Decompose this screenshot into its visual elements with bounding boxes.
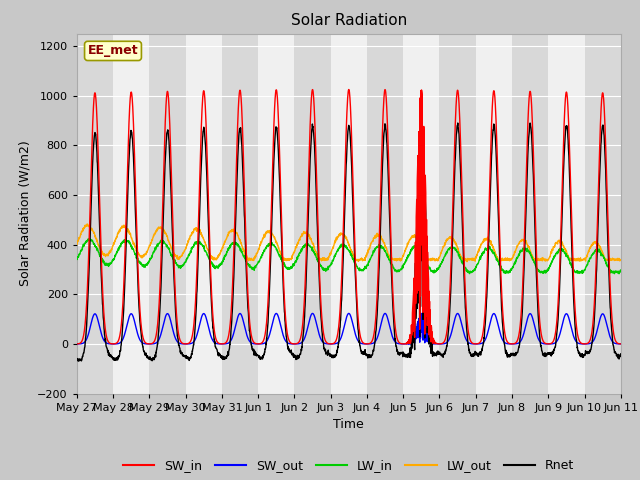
Line: SW_out: SW_out — [77, 313, 621, 344]
LW_out — [376, 232, 384, 238]
Rnet — [584, 349, 592, 355]
SW_in — [365, 341, 372, 347]
LW_in — [365, 259, 372, 265]
SW_out — [345, 311, 353, 316]
SW_out — [365, 341, 372, 347]
Rnet — [376, 226, 384, 232]
SW_in — [400, 341, 408, 347]
Title: Solar Radiation: Solar Radiation — [291, 13, 407, 28]
Bar — [77, 34, 113, 394]
LW_out — [570, 255, 577, 261]
SW_in — [376, 197, 384, 203]
SW_in — [225, 334, 232, 339]
SW_out — [508, 341, 515, 347]
Text: EE_met: EE_met — [88, 44, 138, 58]
Bar — [294, 34, 331, 394]
Bar — [548, 34, 584, 394]
SW_in — [345, 87, 353, 93]
Bar — [440, 34, 476, 394]
SW_in — [570, 266, 577, 272]
SW_out — [617, 341, 625, 347]
SW_out — [225, 340, 232, 346]
Bar — [584, 34, 621, 394]
LW_in — [84, 236, 92, 242]
SW_in — [617, 341, 625, 347]
LW_in — [569, 266, 577, 272]
Rnet — [454, 120, 461, 126]
SW_out — [73, 341, 81, 347]
Bar — [367, 34, 403, 394]
LW_in — [617, 267, 625, 273]
LW_in — [73, 255, 81, 261]
Line: Rnet: Rnet — [77, 123, 621, 361]
Legend: SW_in, SW_out, LW_in, LW_out, Rnet: SW_in, SW_out, LW_in, LW_out, Rnet — [118, 455, 579, 477]
LW_out — [365, 247, 372, 252]
LW_out — [84, 221, 92, 227]
Rnet — [365, 353, 372, 359]
SW_out — [376, 324, 384, 330]
LW_in — [584, 259, 592, 265]
Bar — [113, 34, 149, 394]
LW_in — [376, 243, 384, 249]
Bar — [512, 34, 548, 394]
LW_in — [225, 246, 232, 252]
Bar — [149, 34, 186, 394]
Bar — [476, 34, 512, 394]
SW_out — [570, 332, 577, 338]
Rnet — [508, 351, 515, 357]
Line: SW_in: SW_in — [77, 90, 621, 344]
LW_out — [508, 257, 515, 263]
Bar — [222, 34, 258, 394]
SW_in — [508, 341, 515, 347]
Bar — [331, 34, 367, 394]
LW_out — [225, 231, 232, 237]
SW_out — [400, 341, 408, 347]
Rnet — [570, 284, 577, 290]
LW_out — [463, 259, 471, 264]
Rnet — [73, 356, 81, 361]
Rnet — [225, 348, 232, 354]
LW_out — [617, 257, 625, 263]
Line: LW_out: LW_out — [77, 224, 621, 262]
Y-axis label: Solar Radiation (W/m2): Solar Radiation (W/m2) — [19, 141, 32, 287]
SW_in — [584, 340, 592, 346]
Bar — [258, 34, 294, 394]
X-axis label: Time: Time — [333, 418, 364, 431]
SW_out — [584, 341, 592, 347]
SW_in — [73, 341, 81, 347]
LW_in — [615, 271, 623, 276]
LW_out — [584, 249, 592, 255]
Bar — [403, 34, 440, 394]
Bar — [186, 34, 222, 394]
LW_out — [73, 241, 81, 247]
Rnet — [75, 358, 83, 364]
LW_in — [507, 267, 515, 273]
Rnet — [617, 351, 625, 357]
Line: LW_in: LW_in — [77, 239, 621, 274]
